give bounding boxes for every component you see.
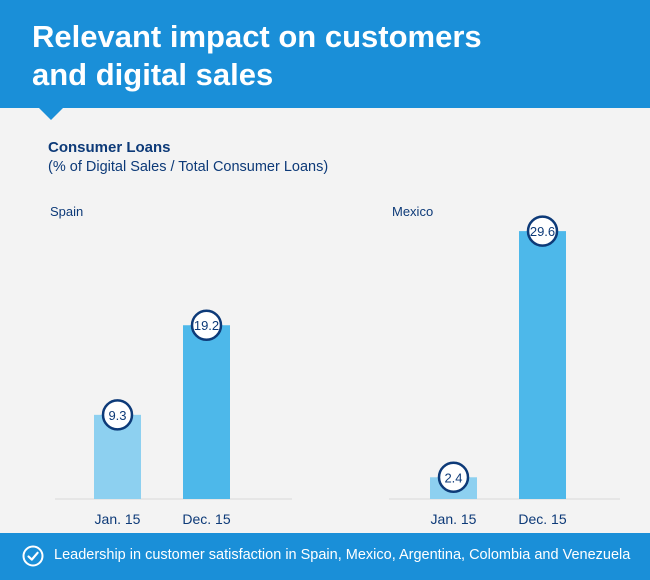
chart-subtitle-units: (% of Digital Sales / Total Consumer Loa… [48, 159, 329, 175]
data-label-spain-2: 19.2 [194, 318, 219, 333]
footer-text: Leadership in customer satisfaction in S… [54, 547, 631, 563]
page-title: Relevant impact on customers and digital… [32, 18, 592, 94]
value-circle-mexico-1 [437, 461, 470, 494]
title-line-2: and digital sales [32, 57, 274, 92]
value-circle-spain-1 [101, 399, 134, 431]
chart-title-spain: Spain [50, 204, 83, 219]
tick-label-spain-2: Dec. 15 [182, 511, 230, 527]
value-circle-spain-2 [190, 309, 223, 341]
footer-banner: Leadership in customer satisfaction in S… [0, 533, 650, 580]
header-pointer [38, 107, 64, 120]
check-circle-icon [22, 545, 44, 567]
title-line-1: Relevant impact on customers [32, 19, 482, 54]
value-circle-mexico-2 [526, 215, 559, 247]
bar-charts: Spain 9.3 Jan. 15 19.2 Dec. 15 Mexico 2.4 Jan. … [50, 204, 620, 527]
tick-label-mexico-2: Dec. 15 [518, 511, 566, 527]
bar-spain-2 [183, 325, 230, 499]
chart-subtitle: Consumer Loans [48, 139, 171, 156]
tick-label-spain-1: Jan. 15 [95, 511, 141, 527]
bar-mexico-2 [519, 231, 566, 499]
data-label-mexico-1: 2.4 [444, 470, 462, 485]
header-banner: Relevant impact on customers and digital… [0, 0, 650, 108]
tick-label-mexico-1: Jan. 15 [431, 511, 477, 527]
chart-title-mexico: Mexico [392, 204, 433, 219]
data-label-mexico-2: 29.6 [530, 224, 555, 239]
data-label-spain-1: 9.3 [108, 408, 126, 423]
